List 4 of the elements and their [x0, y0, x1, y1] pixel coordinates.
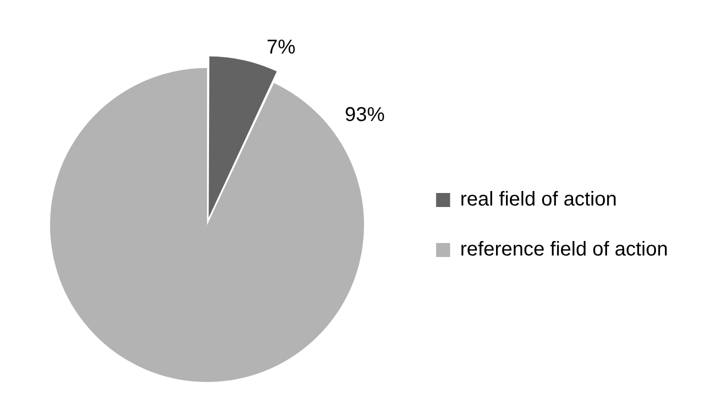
legend-label: reference field of action: [460, 238, 668, 261]
data-label: 93%: [344, 104, 385, 126]
legend-label: real field of action: [460, 188, 617, 211]
data-label: 7%: [266, 36, 296, 58]
